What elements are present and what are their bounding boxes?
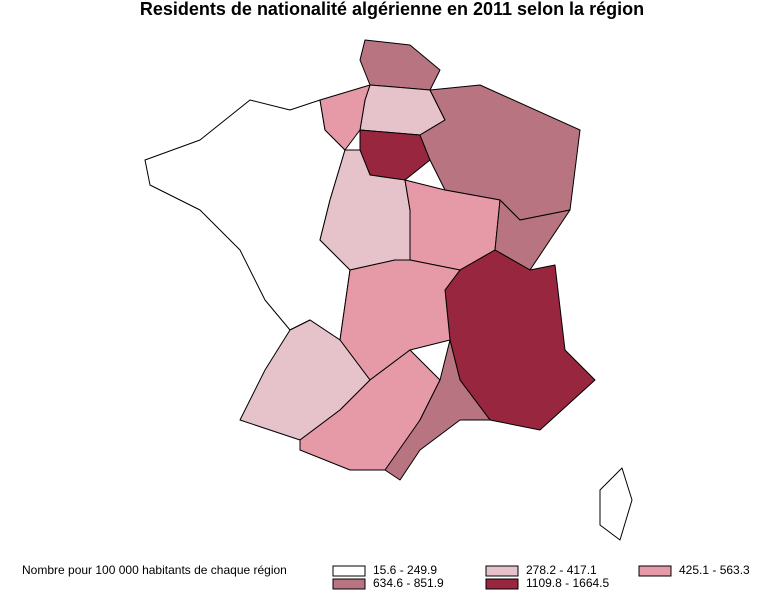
legend-title: Nombre pour 100 000 habitants de chaque …: [22, 563, 287, 577]
region: [359, 39, 441, 91]
region: [359, 129, 431, 181]
legend-label: 278.2 - 417.1: [526, 563, 597, 577]
legend-label: 1109.8 - 1664.5: [526, 576, 610, 590]
region: [494, 199, 571, 271]
legend-swatch: [485, 565, 519, 577]
map: [144, 39, 633, 541]
region: [144, 99, 351, 341]
legend-swatch: [332, 578, 366, 590]
legend-label: 15.6 - 249.9: [373, 563, 437, 577]
region: [599, 467, 633, 541]
legend-swatch: [638, 565, 672, 577]
region: [384, 339, 491, 481]
legend-label: 634.6 - 851.9: [373, 576, 444, 590]
legend-swatch: [485, 578, 519, 590]
map-title: Residents de nationalité algérienne en 2…: [140, 0, 644, 19]
legend-label: 425.1 - 563.3: [679, 563, 750, 577]
legend: 15.6 - 249.9 278.2 - 417.1 425.1 - 563.3 63…: [332, 563, 750, 590]
legend-swatch: [332, 565, 366, 577]
